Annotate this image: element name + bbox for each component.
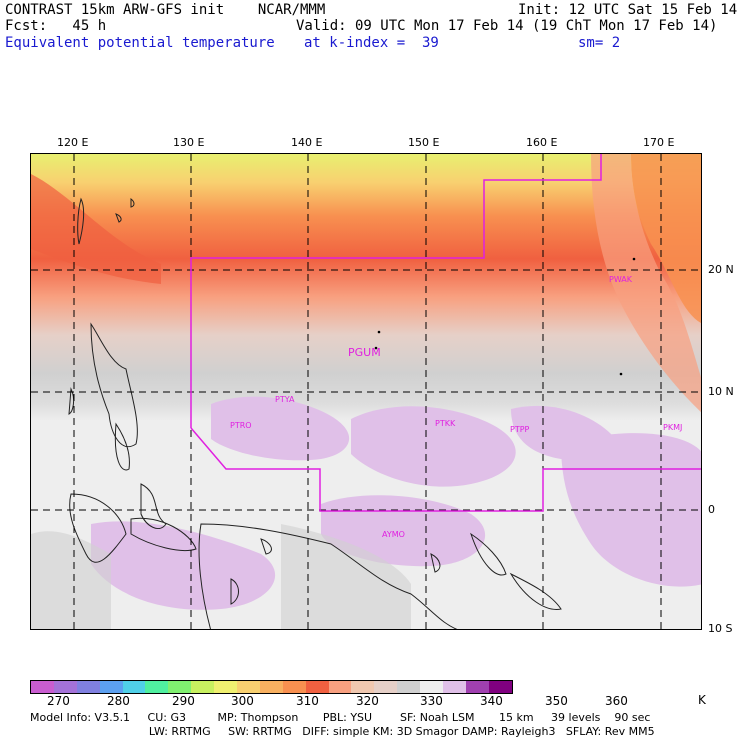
station-label: PKMJ [663, 423, 682, 432]
colorbar-swatch [191, 681, 215, 693]
forecast-hour: Fcst: 45 h [5, 18, 107, 34]
lat-label: 20 N [708, 263, 734, 276]
colorbar-swatch [488, 681, 512, 693]
init-time: Init: 12 UTC Sat 15 Feb 14 [518, 2, 738, 18]
colorbar-swatch [465, 681, 489, 693]
colorbar-swatch [31, 681, 54, 693]
lon-label: 120 E [57, 136, 89, 149]
colorbar-label: 330 [420, 694, 443, 708]
colorbar [30, 680, 513, 694]
colorbar-swatch [443, 681, 466, 693]
colorbar-swatch [145, 681, 169, 693]
station-label: AYMO [382, 530, 405, 539]
colorbar-swatch [305, 681, 329, 693]
field-name: Equivalent potential temperature [5, 35, 275, 51]
model-info-line2: LW: RRTMG SW: RRTMG DIFF: simple KM: 3D … [30, 725, 655, 738]
colorbar-swatch [214, 681, 238, 693]
smoothing: sm= 2 [578, 35, 621, 51]
colorbar-label: 290 [172, 694, 195, 708]
colorbar-label: 320 [356, 694, 379, 708]
colorbar-swatch [397, 681, 421, 693]
station-label: PWAK [609, 275, 633, 284]
colorbar-label: 270 [47, 694, 70, 708]
colorbar-swatch [259, 681, 283, 693]
station-label: PTKK [435, 419, 456, 428]
map-panel: PWAK PGUM PTYA PTRO PTKK PTPP PKMJ AYMO [30, 153, 702, 630]
colorbar-swatch [328, 681, 352, 693]
title-line: CONTRAST 15km ARW-GFS init NCAR/MMM [5, 2, 326, 18]
colorbar-swatch [168, 681, 192, 693]
colorbar-unit: K [698, 693, 706, 707]
colorbar-label: 350 [545, 694, 568, 708]
model-info-line1: Model Info: V3.5.1 CU: G3 MP: Thompson P… [30, 711, 651, 724]
lon-label: 160 E [526, 136, 558, 149]
lon-label: 170 E [643, 136, 675, 149]
k-index: at k-index = 39 [304, 35, 439, 51]
colorbar-label: 310 [296, 694, 319, 708]
colorbar-swatch [122, 681, 146, 693]
lat-label: 10 N [708, 385, 734, 398]
colorbar-swatch [420, 681, 444, 693]
station-label: PTYA [275, 395, 295, 404]
valid-time: Valid: 09 UTC Mon 17 Feb 14 (19 ChT Mon … [296, 18, 718, 34]
colorbar-swatch [374, 681, 398, 693]
lat-label: 10 S [708, 622, 733, 635]
colorbar-label: 360 [605, 694, 628, 708]
station-label: PGUM [348, 346, 381, 359]
lon-label: 150 E [408, 136, 440, 149]
station-label: PTPP [510, 425, 530, 434]
station-label: PTRO [230, 421, 252, 430]
colorbar-label: 300 [231, 694, 254, 708]
colorbar-label: 280 [107, 694, 130, 708]
colorbar-swatch [53, 681, 77, 693]
colorbar-swatch [99, 681, 123, 693]
colorbar-swatch [282, 681, 306, 693]
colorbar-swatch [76, 681, 100, 693]
colorbar-label: 340 [480, 694, 503, 708]
lon-label: 130 E [173, 136, 205, 149]
lat-label: 0 [708, 503, 715, 516]
theta-e-field: PWAK PGUM PTYA PTRO PTKK PTPP PKMJ AYMO [31, 154, 701, 629]
colorbar-swatch [351, 681, 375, 693]
lon-label: 140 E [291, 136, 323, 149]
colorbar-swatch [237, 681, 260, 693]
